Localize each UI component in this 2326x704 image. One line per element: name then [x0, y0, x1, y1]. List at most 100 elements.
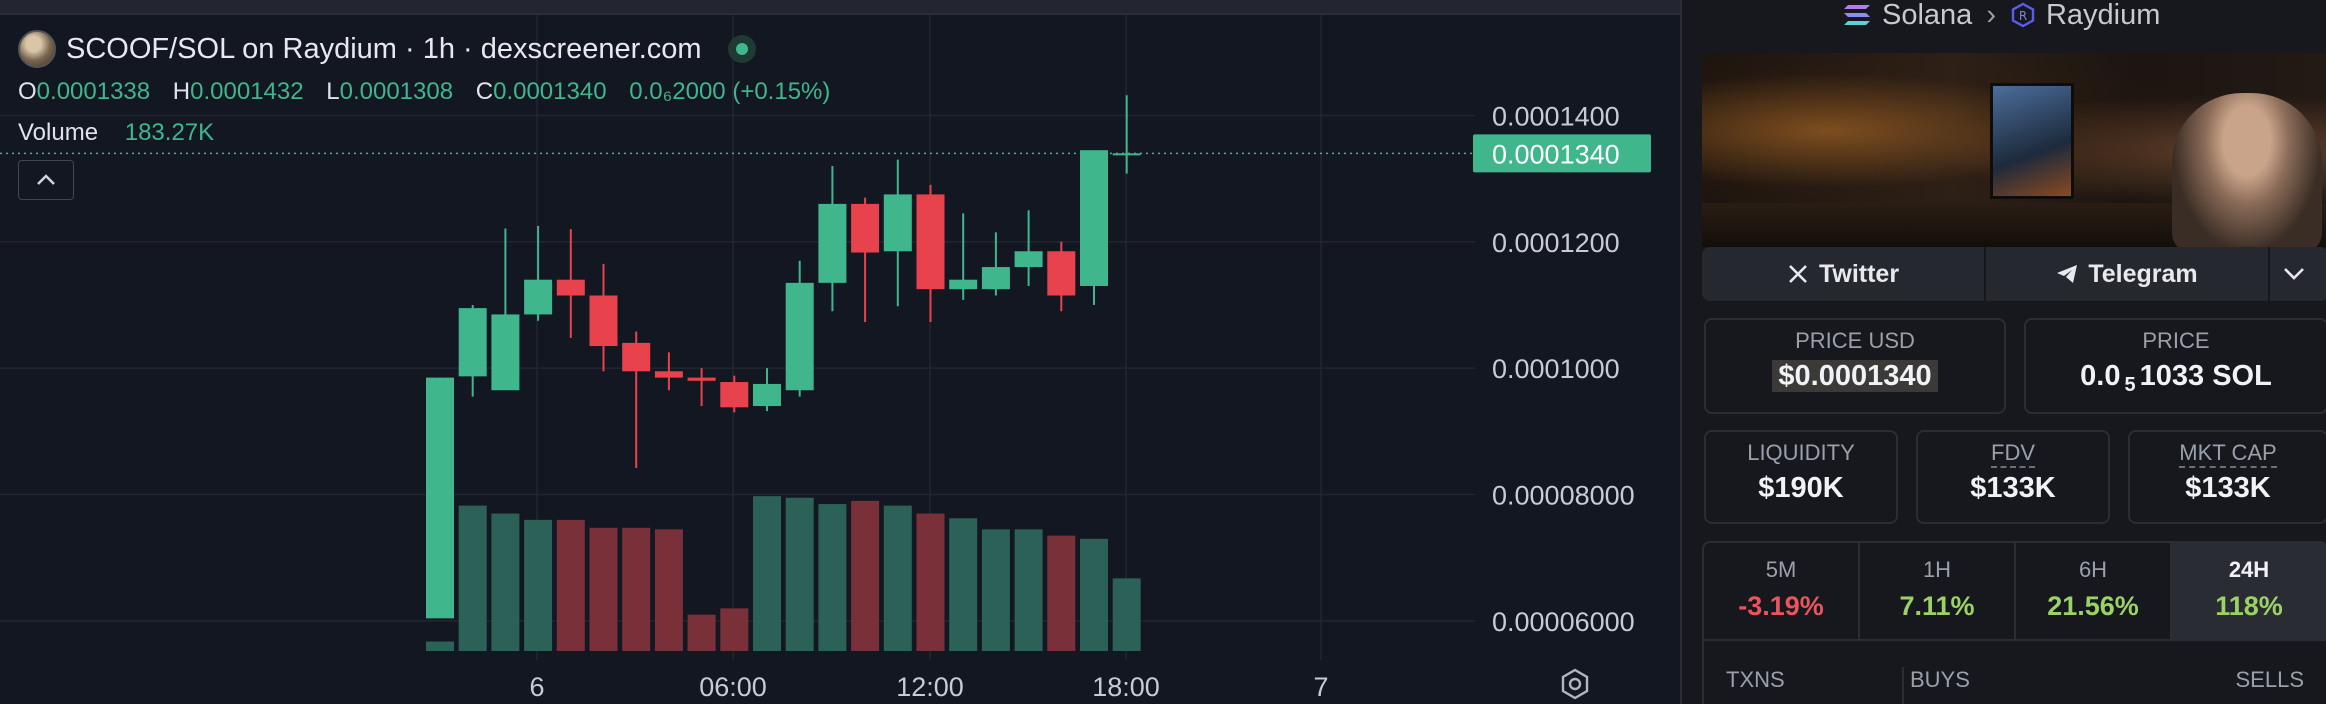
txn-stats-row: TXNS BUYS SELLS: [1702, 637, 2326, 704]
volume-bar: [818, 504, 847, 651]
ohlc-readout: O0.0001338 H0.0001432 L0.0001308 C0.0001…: [18, 78, 846, 106]
candle-body: [654, 371, 683, 378]
volume-bar: [1112, 578, 1141, 651]
pair-title: SCOOF/SOL on Raydium · 1h · dexscreener.…: [66, 32, 702, 65]
candle-body: [687, 377, 716, 381]
tab-5m[interactable]: 5M -3.19%: [1704, 543, 1860, 639]
telegram-button[interactable]: Telegram: [1986, 247, 2270, 301]
candle-body: [1112, 153, 1141, 156]
dex-link[interactable]: Raydium: [2045, 0, 2161, 31]
high-label: H: [172, 78, 191, 105]
x-tick-label: 7: [1313, 672, 1328, 702]
low-value: 0.0001308: [339, 78, 454, 105]
volume-bar: [883, 505, 912, 651]
low-label: L: [326, 78, 340, 105]
candle-body: [916, 194, 945, 290]
candle-body: [851, 203, 880, 253]
pair-info-sidebar: Solana › R Raydium Twitter Telegram PRIC…: [1680, 0, 2326, 704]
collapse-legend-button[interactable]: [18, 160, 74, 200]
candle-body: [1080, 150, 1108, 287]
volume-bar: [687, 614, 716, 651]
tab-1h[interactable]: 1H 7.11%: [1860, 543, 2016, 639]
volume-bar: [1047, 535, 1076, 651]
candle-body: [720, 382, 749, 408]
fdv-value: $133K: [1970, 472, 2056, 504]
volume-bar: [1014, 529, 1043, 651]
mkt-cap-card[interactable]: MKT CAP $133K: [2128, 430, 2326, 524]
y-tick-label: 0.00008000: [1492, 480, 1635, 510]
candle-body: [785, 282, 814, 391]
volume-bar: [426, 641, 454, 651]
candle-body: [753, 383, 781, 407]
volume-bar: [916, 513, 945, 651]
txns-label: TXNS: [1726, 667, 1785, 692]
candle-body: [1014, 251, 1043, 268]
y-tick-label: 0.0001400: [1492, 101, 1620, 131]
chevron-up-icon: [37, 174, 55, 185]
chevron-right-icon: ›: [1986, 0, 1996, 31]
price-usd-label: PRICE USD: [1795, 328, 1915, 353]
open-value: 0.0001338: [36, 78, 151, 105]
twitter-button[interactable]: Twitter: [1702, 247, 1986, 301]
volume-bar: [524, 519, 553, 651]
x-tick-label: 12:00: [896, 672, 964, 702]
high-value: 0.0001432: [190, 78, 304, 105]
mkt-cap-value: $133K: [2185, 472, 2271, 504]
candle-body: [981, 267, 1010, 290]
candle-body: [589, 295, 618, 347]
close-label: C: [475, 78, 494, 105]
breadcrumb: Solana › R Raydium: [1842, 0, 2161, 31]
fdv-card[interactable]: FDV $133K: [1916, 430, 2110, 524]
mkt-cap-label: MKT CAP: [2179, 440, 2277, 468]
volume-bar: [949, 518, 978, 651]
candle-body: [883, 194, 912, 252]
open-label: O: [18, 78, 37, 105]
volume-bar: [851, 500, 880, 651]
price-usd-value: $0.0001340: [1772, 360, 1938, 392]
x-tick-label: 6: [529, 672, 544, 702]
tab-6h[interactable]: 6H 21.56%: [2016, 543, 2172, 639]
volume-bar: [458, 505, 487, 651]
volume-bar: [491, 513, 520, 651]
volume-readout: Volume 183.27K: [18, 119, 214, 147]
telegram-label: Telegram: [2088, 259, 2198, 288]
telegram-icon: [2057, 265, 2078, 283]
liquidity-value: $190K: [1758, 472, 1844, 504]
twitter-label: Twitter: [1818, 259, 1900, 288]
x-tick-label: 06:00: [699, 672, 767, 702]
live-status-icon: [727, 35, 756, 63]
tab-24h[interactable]: 24H 118%: [2172, 543, 2326, 639]
y-tick-label: 0.0001000: [1492, 354, 1620, 384]
close-value: 0.0001340: [493, 78, 607, 105]
price-chart[interactable]: 0.0001400 0.0001200 0.0001000 0.00008000 0.0…: [0, 0, 1680, 704]
candle-body: [458, 308, 487, 377]
chevron-down-icon: [2284, 268, 2304, 280]
x-tick-label: 18:00: [1092, 672, 1160, 702]
svg-text:R: R: [2019, 9, 2027, 23]
current-price-label: 0.0001340: [1492, 139, 1620, 169]
candle-body: [426, 377, 454, 619]
current-price-tag: [1473, 134, 1651, 173]
candle-body: [556, 279, 585, 296]
volume-bar: [589, 527, 618, 651]
more-links-button[interactable]: [2270, 247, 2326, 301]
volume-bar: [753, 496, 781, 651]
volume-bar: [1080, 538, 1108, 651]
solana-icon: [1844, 5, 1870, 25]
chart-top-strip: [0, 0, 1680, 15]
chain-link[interactable]: Solana: [1882, 0, 1973, 31]
price-sol-card: PRICE 0.0 5 1033 SOL: [2024, 318, 2326, 414]
volume-bar: [622, 527, 651, 651]
liquidity-label: LIQUIDITY: [1747, 440, 1855, 465]
candle-body: [622, 342, 651, 372]
volume-bar: [654, 529, 683, 651]
chart-legend: SCOOF/SOL on Raydium · 1h · dexscreener.…: [18, 30, 756, 68]
divider: [1902, 667, 1904, 704]
settings-icon[interactable]: [1558, 667, 1592, 701]
chart-pane[interactable]: 0.0001400 0.0001200 0.0001000 0.00008000 0.0…: [0, 0, 1680, 704]
price-sol-label: PRICE: [2142, 328, 2210, 353]
y-tick-label: 0.0001200: [1492, 228, 1620, 258]
candle-body: [949, 279, 978, 290]
volume-bar: [720, 608, 749, 651]
price-sol-value: 0.0 5 1033 SOL: [2080, 360, 2272, 396]
